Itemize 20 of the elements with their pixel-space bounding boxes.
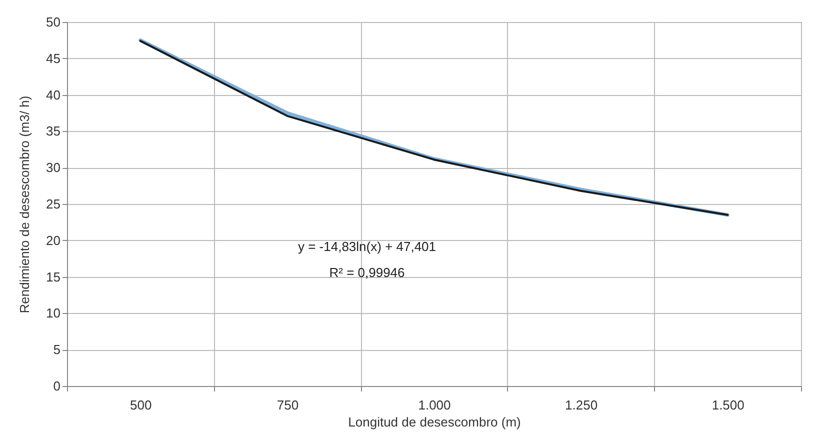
x-tick-label: 1.250 (565, 398, 598, 412)
y-tick-label: 5 (53, 342, 60, 358)
x-tick-label: 500 (130, 398, 152, 412)
x-tick-label: 750 (276, 398, 299, 412)
y-tick-label: 20 (46, 232, 60, 248)
y-tick-label: 10 (46, 306, 60, 321)
x-tick-label: 1.000 (418, 398, 451, 412)
y-tick-label: 45 (46, 50, 60, 66)
y-tick-label: 50 (46, 14, 60, 30)
y-tick-label: 25 (46, 196, 60, 212)
x-axis-title: Longitud de desescombro (m) (348, 414, 521, 430)
y-tick-label: 35 (46, 124, 60, 139)
y-axis-title: Rendimiento de desescombro (m3/ h) (17, 96, 32, 314)
annotation: y = -14,83ln(x) + 47,401 (298, 239, 436, 254)
y-tick-label: 40 (46, 87, 60, 102)
annotation: R² = 0,99946 (329, 265, 405, 280)
x-tick-label: 1.500 (712, 398, 744, 412)
y-tick-label: 30 (46, 160, 60, 176)
y-tick-label: 0 (53, 378, 60, 394)
y-tick-label: 15 (46, 269, 60, 284)
